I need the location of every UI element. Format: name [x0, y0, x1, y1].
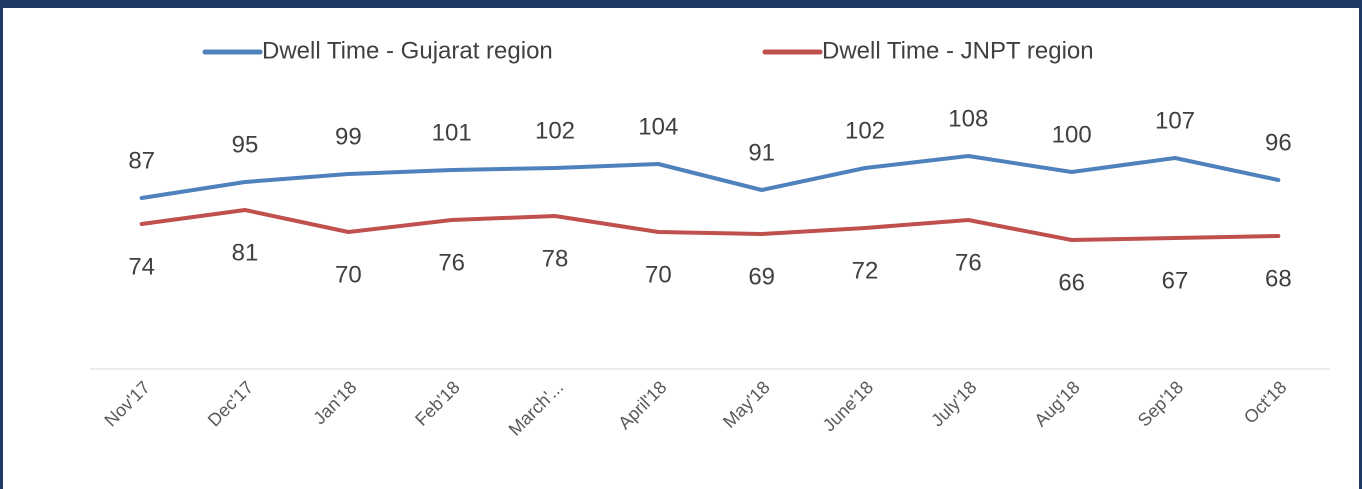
data-label: 72 — [852, 257, 879, 284]
data-label: 66 — [1058, 269, 1085, 296]
x-tick-label: April'18 — [614, 377, 670, 433]
series-line — [139, 208, 1281, 242]
data-label: 102 — [845, 117, 885, 144]
data-label: 76 — [438, 249, 465, 276]
data-label: 67 — [1162, 267, 1189, 294]
data-label: 78 — [542, 245, 569, 272]
data-label: 104 — [638, 113, 678, 140]
data-label: 70 — [335, 261, 362, 288]
data-label: 107 — [1155, 107, 1195, 134]
data-label: 108 — [948, 105, 988, 132]
frame-top — [0, 0, 1362, 8]
x-tick-label: March'... — [505, 377, 568, 440]
x-tick-label: Feb'18 — [411, 377, 464, 430]
data-label: 95 — [232, 131, 259, 158]
data-label: 99 — [335, 123, 362, 150]
data-label: 100 — [1052, 121, 1092, 148]
data-label: 69 — [748, 263, 775, 290]
x-tick-label: Sep'18 — [1134, 377, 1187, 430]
series-line — [139, 154, 1281, 200]
data-label: 74 — [128, 253, 155, 280]
frame-left — [0, 0, 3, 489]
data-label: 101 — [432, 119, 472, 146]
data-label: 102 — [535, 117, 575, 144]
data-label: 91 — [748, 139, 775, 166]
x-tick-label: Oct'18 — [1240, 377, 1291, 428]
x-tick-label: Jan'18 — [309, 377, 360, 428]
x-tick-label: July'18 — [927, 377, 980, 430]
data-label: 87 — [128, 147, 155, 174]
data-label: 81 — [232, 239, 259, 266]
x-tick-label: Aug'18 — [1030, 377, 1083, 430]
data-label: 70 — [645, 261, 672, 288]
data-label: 76 — [955, 249, 982, 276]
legend-label: Dwell Time - Gujarat region — [262, 37, 553, 64]
x-tick-label: Dec'17 — [204, 377, 257, 430]
data-label: 96 — [1265, 129, 1292, 156]
legend-label: Dwell Time - JNPT region — [822, 37, 1094, 64]
x-tick-label: May'18 — [719, 377, 774, 432]
x-tick-label: Nov'17 — [100, 377, 153, 430]
data-label: 68 — [1265, 265, 1292, 292]
x-tick-label: June'18 — [819, 377, 877, 435]
frame-right — [1359, 0, 1362, 489]
